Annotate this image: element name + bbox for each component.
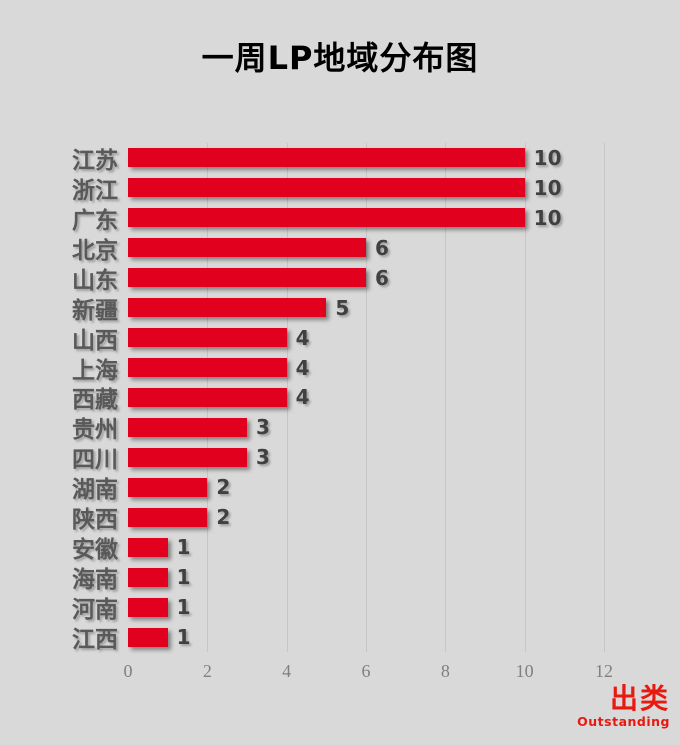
x-tick-label: 0 — [123, 661, 133, 681]
category-label: 山西 — [72, 327, 118, 354]
bar-row: 安徽 1 — [0, 532, 680, 564]
bar-row: 江苏 10 — [0, 143, 680, 174]
value-label: 5 — [335, 295, 350, 320]
bar — [128, 447, 247, 467]
bar — [128, 507, 208, 527]
category-label: 海南 — [72, 567, 118, 594]
value-label: 6 — [375, 235, 389, 260]
bar-row: 陕西 2 — [0, 502, 680, 534]
category-label: 新疆 — [72, 297, 118, 324]
brand-logo-subtitle: Outstanding — [577, 713, 670, 729]
gridline-x-12 — [604, 143, 605, 652]
value-label: 10 — [533, 175, 562, 200]
bar — [128, 567, 168, 587]
value-label: 4 — [295, 385, 310, 410]
category-label: 四川 — [72, 447, 118, 474]
gridline-x-8 — [445, 143, 447, 652]
brand-logo: 出类 Outstanding — [577, 681, 670, 729]
value-label: 10 — [533, 205, 562, 230]
value-label: 1 — [176, 595, 191, 620]
bar-row: 上海 4 — [0, 353, 680, 384]
x-tick-label: 8 — [440, 661, 450, 681]
category-label: 湖南 — [72, 477, 118, 504]
category-label: 山东 — [72, 267, 118, 294]
bar-row: 湖南 2 — [0, 472, 680, 504]
bar — [128, 268, 366, 288]
category-label: 浙江 — [72, 177, 118, 204]
bar — [128, 597, 168, 617]
bar — [128, 148, 525, 168]
value-label: 2 — [216, 505, 231, 530]
bar-row: 浙江 10 — [0, 173, 680, 204]
bar-row: 山西 4 — [0, 323, 680, 354]
x-tick-label: 12 — [595, 661, 613, 681]
x-tick-label: 2 — [202, 661, 212, 681]
bar — [128, 537, 168, 557]
bar-row: 江西 1 — [0, 622, 680, 654]
bar — [128, 627, 168, 647]
value-label: 1 — [176, 535, 191, 560]
category-label: 河南 — [72, 597, 118, 624]
category-label: 安徽 — [72, 537, 118, 564]
gridline-x-4 — [286, 143, 288, 652]
brand-logo-name: 出类 — [609, 681, 670, 715]
bar — [128, 208, 525, 228]
value-label: 4 — [295, 355, 310, 380]
bar — [128, 328, 287, 348]
chart-title: 一周LP地域分布图 — [201, 39, 479, 77]
bar — [128, 298, 327, 318]
bar-row: 北京 6 — [0, 233, 680, 264]
x-tick-label: 10 — [515, 661, 534, 681]
x-tick-label: 6 — [361, 661, 371, 681]
bar-row: 河南 1 — [0, 592, 680, 624]
bar-row: 山东 6 — [0, 263, 680, 294]
category-label: 上海 — [72, 357, 118, 384]
category-label: 江苏 — [72, 147, 118, 174]
value-label: 2 — [216, 475, 231, 500]
category-label: 陕西 — [72, 507, 118, 534]
bar-row: 海南 1 — [0, 562, 680, 594]
bar — [128, 417, 247, 437]
gridline-x-6 — [366, 143, 367, 652]
bar — [128, 477, 208, 497]
category-label: 贵州 — [72, 417, 118, 444]
value-label: 10 — [533, 145, 562, 170]
x-tick-label: 4 — [282, 661, 292, 681]
category-label: 广东 — [72, 207, 118, 234]
bar-row: 西藏 4 — [0, 383, 680, 413]
bar — [128, 387, 287, 407]
bar — [128, 358, 287, 378]
bar-row: 广东 10 — [0, 203, 680, 234]
bar — [128, 238, 366, 258]
value-label: 1 — [176, 565, 191, 590]
value-label: 3 — [256, 445, 270, 470]
value-label: 3 — [256, 415, 270, 440]
gridline-x-10 — [524, 143, 526, 652]
value-label: 4 — [295, 325, 310, 350]
category-label: 西藏 — [72, 387, 118, 414]
bar — [128, 178, 525, 198]
bar-row: 新疆 5 — [0, 293, 680, 324]
value-label: 1 — [176, 625, 191, 650]
category-label: 北京 — [72, 237, 118, 264]
bar-row: 四川 3 — [0, 442, 680, 474]
value-label: 6 — [375, 265, 389, 290]
category-label: 江西 — [72, 627, 118, 654]
bar-row: 贵州 3 — [0, 412, 680, 444]
